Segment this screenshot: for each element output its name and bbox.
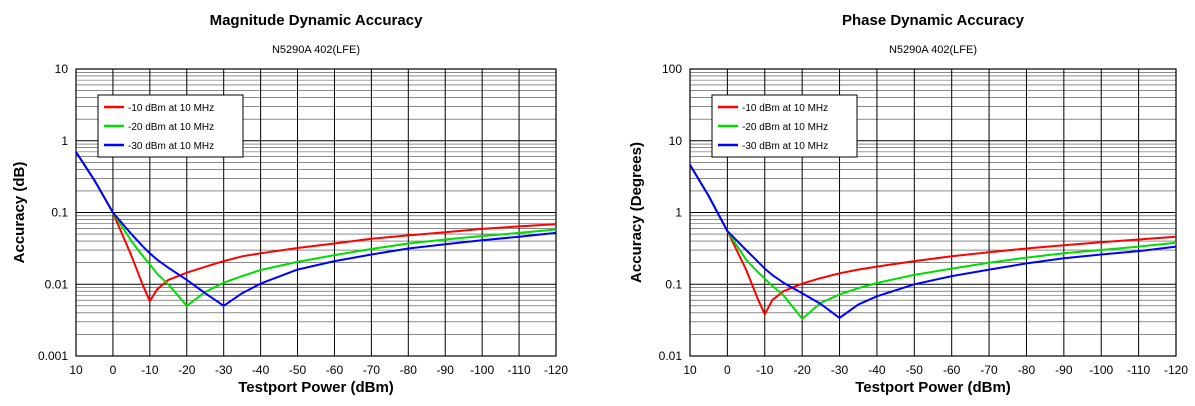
x-tick-label: 10	[683, 363, 697, 377]
x-tick-label: 0	[724, 363, 731, 377]
x-tick-label: -20	[178, 363, 196, 377]
plot-frame	[75, 68, 557, 357]
chart-title: Phase Dynamic Accuracy	[842, 12, 1025, 29]
legend-label: -30 dBm at 10 MHz	[742, 141, 828, 152]
y-tick-label: 0.01	[45, 277, 69, 291]
series-line-2	[75, 151, 557, 307]
y-tick-label: 1	[675, 206, 682, 220]
y-axis-label: Accuracy (Degrees)	[628, 142, 645, 283]
y-tick-label: 10	[669, 134, 683, 148]
x-tick-label: -120	[544, 363, 568, 377]
x-tick-label: -40	[252, 363, 270, 377]
x-axis-label: Testport Power (dBm)	[855, 379, 1011, 396]
x-tick-label: -100	[1089, 363, 1113, 377]
y-axis-label: Accuracy (dB)	[11, 162, 28, 264]
legend-label: -10 dBm at 10 MHz	[742, 103, 828, 114]
x-tick-label: -90	[437, 363, 455, 377]
x-tick-label: -20	[793, 363, 811, 377]
x-tick-label: -50	[906, 363, 924, 377]
x-tick-label: -110	[1127, 363, 1150, 377]
x-tick-label: -10	[141, 363, 159, 377]
y-tick-label: 1	[61, 134, 68, 148]
series-line-1	[689, 164, 1177, 316]
x-tick-label: -50	[289, 363, 307, 377]
magnitude-chart: Magnitude Dynamic Accuracy N5290A 402(LFE…	[11, 12, 568, 396]
y-tick-label: 0.001	[38, 349, 68, 363]
x-axis-label: Testport Power (dBm)	[238, 379, 394, 396]
x-tick-label: -30	[215, 363, 233, 377]
legend-label: -10 dBm at 10 MHz	[128, 103, 214, 114]
x-tick-label: -80	[1018, 363, 1036, 377]
chart-subtitle: N5290A 402(LFE)	[272, 44, 360, 56]
x-tick-label: -60	[326, 363, 344, 377]
chart-title: Magnitude Dynamic Accuracy	[210, 12, 423, 29]
chart-subtitle: N5290A 402(LFE)	[889, 44, 977, 56]
plot-frame	[689, 68, 1177, 357]
series-lines	[75, 151, 557, 307]
x-tick-label: -60	[943, 363, 961, 377]
x-tick-label: -110	[508, 363, 531, 377]
y-tick-label: 0.01	[659, 349, 683, 363]
x-tick-label: -120	[1164, 363, 1188, 377]
x-tick-label: -70	[363, 363, 381, 377]
x-tick-label: -90	[1055, 363, 1073, 377]
legend-label: -30 dBm at 10 MHz	[128, 141, 214, 152]
x-tick-label: -40	[868, 363, 886, 377]
legend: -10 dBm at 10 MHz -20 dBm at 10 MHz -30 dB…	[97, 94, 244, 158]
y-tick-label: 10	[55, 62, 69, 76]
legend-label: -20 dBm at 10 MHz	[742, 122, 828, 133]
x-tick-label: -100	[470, 363, 494, 377]
x-tick-label: 0	[110, 363, 117, 377]
legend: -10 dBm at 10 MHz -20 dBm at 10 MHz -30 dB…	[711, 94, 858, 158]
series-line-2	[689, 164, 1177, 320]
x-tick-label: -70	[980, 363, 998, 377]
legend-label: -20 dBm at 10 MHz	[128, 122, 214, 133]
y-tick-label: 100	[662, 62, 682, 76]
x-tick-label: -10	[756, 363, 774, 377]
series-lines	[689, 164, 1177, 320]
phase-chart: Phase Dynamic Accuracy N5290A 402(LFE) 0.0…	[628, 12, 1188, 396]
series-line-3	[75, 151, 557, 307]
x-tick-label: -80	[400, 363, 418, 377]
y-tick-label: 0.1	[665, 277, 682, 291]
series-line-1	[75, 151, 557, 303]
y-tick-label: 0.1	[51, 206, 68, 220]
x-tick-label: 10	[69, 363, 83, 377]
x-tick-label: -30	[831, 363, 849, 377]
series-line-3	[689, 164, 1177, 319]
